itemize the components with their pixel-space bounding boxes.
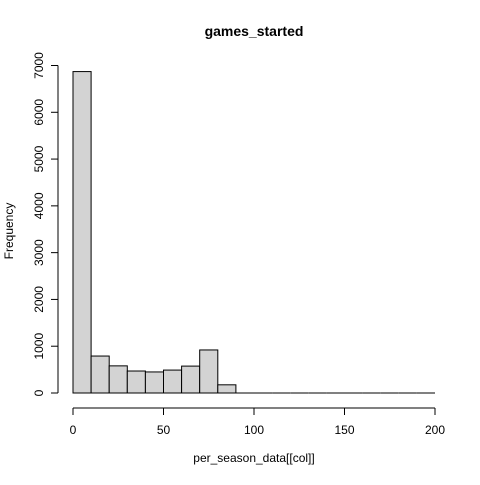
histogram-bar: [90, 355, 110, 394]
x-tick-label: 0: [70, 423, 77, 437]
histogram-bar: [144, 371, 164, 394]
y-axis: 0 1000 2000 3000 4000 5000 6000 7000: [32, 52, 59, 396]
x-tick-label: 50: [157, 423, 171, 437]
y-tick-label: 5000: [32, 145, 46, 172]
histogram-bar: [199, 349, 219, 394]
y-tick-label: 4000: [32, 192, 46, 219]
chart-title: games_started: [205, 23, 304, 39]
y-tick-label: 3000: [32, 239, 46, 266]
y-axis-label: Frequency: [2, 203, 16, 260]
x-axis: 0 50 100 150 200: [70, 407, 445, 437]
histogram-bar: [72, 71, 92, 394]
x-axis-label: per_season_data[[col]]: [193, 451, 314, 465]
x-tick-label: 100: [244, 423, 264, 437]
x-tick-label: 200: [425, 423, 445, 437]
histogram-bar: [108, 365, 128, 394]
y-tick-label: 2000: [32, 286, 46, 313]
histogram-bar: [181, 365, 201, 394]
histogram-bar: [163, 369, 183, 394]
bars-group: [72, 71, 435, 394]
y-tick-label: 0: [32, 389, 46, 396]
y-tick-label: 1000: [32, 333, 46, 360]
histogram-bar: [217, 384, 237, 394]
x-tick-label: 150: [334, 423, 354, 437]
y-tick-label: 6000: [32, 99, 46, 126]
histogram-bar: [126, 370, 146, 394]
y-tick-label: 7000: [32, 52, 46, 79]
